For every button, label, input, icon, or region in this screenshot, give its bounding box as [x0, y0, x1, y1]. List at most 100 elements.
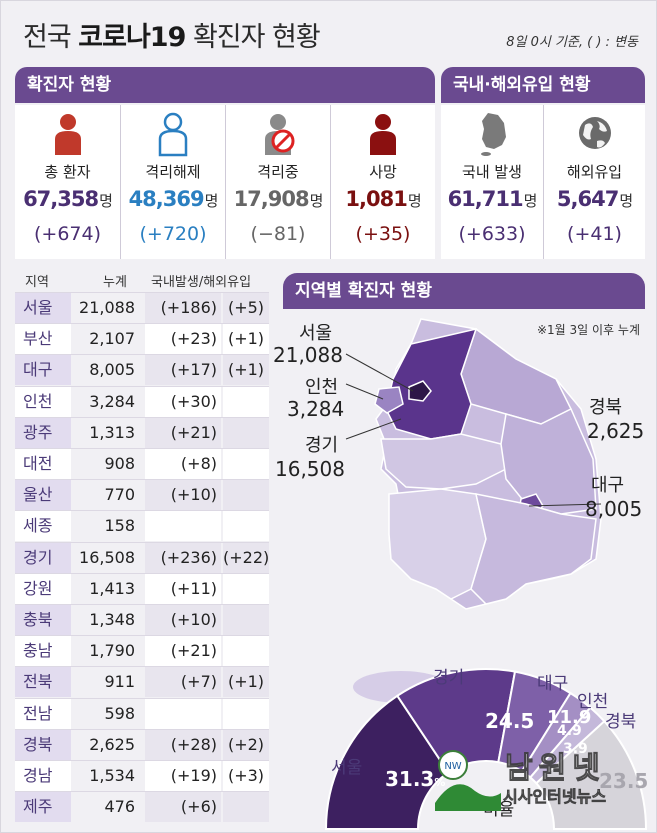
cell-region: 서울 [15, 293, 71, 323]
table-row: 경기 16,508 (+236) (+22) [15, 541, 269, 573]
ratio-label-gyeongbuk: 경북 [605, 712, 637, 732]
cell-overseas: (+1) [223, 355, 269, 386]
table-row: 전북 911 (+7) (+1) [15, 666, 269, 698]
cell-domestic: (+7) [145, 667, 221, 698]
table-row: 전남 598 [15, 697, 269, 729]
cell-total: 1,534 [89, 766, 135, 785]
cell-total: 908 [104, 454, 135, 473]
cell-total: 158 [104, 516, 135, 536]
cell-overseas: (+22) [223, 542, 269, 573]
watermark-main: 남원넷 [505, 751, 606, 787]
stat-unit: 명 [619, 192, 633, 210]
stat-value: 5,647 [556, 187, 619, 211]
ratio-label-daegu: 대구 [537, 674, 569, 694]
region-jeolla [388, 488, 487, 600]
cell-total: 2,625 [89, 734, 135, 754]
quarantine-icon [260, 111, 296, 157]
cell-domestic: (+23) [145, 324, 221, 355]
cell-region: 광주 [15, 417, 71, 448]
stat-label: 총 환자 [44, 163, 91, 181]
table-row: 경북 2,625 (+28) (+2) [15, 728, 269, 760]
stat-change: (+35) [355, 223, 411, 245]
table-row: 부산 2,107 (+23) (+1) [15, 323, 269, 355]
cell-region: 전북 [15, 667, 71, 698]
region-seoul [408, 380, 432, 402]
leader-daegu [528, 503, 602, 507]
cell-total: 770 [104, 485, 135, 505]
stat-label: 격리중 [257, 163, 299, 181]
stat-change: (−81) [250, 223, 306, 245]
cell-overseas [223, 511, 269, 542]
cell-region: 충북 [15, 605, 71, 635]
table-row: 대구 8,005 (+17) (+1) [15, 354, 269, 386]
page-title: 전국 코로나19 확진자 현황 [23, 15, 321, 54]
cell-region: 경북 [15, 729, 71, 760]
stat-value: 48,369 [128, 187, 205, 211]
map-label-gyeonggi-name: 경기 [305, 435, 339, 456]
person-dark-icon [365, 111, 401, 157]
cell-overseas [223, 605, 269, 635]
ratio-value-seoul: 31.3% [385, 767, 445, 791]
cell-total: 3,284 [89, 391, 135, 411]
map-label-gyeonggi-value: 16,508 [275, 457, 345, 481]
cell-domestic [145, 511, 221, 542]
table-row: 서울 21,088 (+186) (+5) [15, 292, 269, 323]
col-total: 누계 [103, 275, 127, 290]
stat-value-line: 1,081명 [331, 187, 435, 211]
stat-0: 국내 발생 61,711명 (+633) [441, 105, 543, 259]
ratio-value-rest: 23.5 [599, 769, 649, 793]
stat-value: 61,711 [447, 187, 524, 211]
stat-label: 국내 발생 [462, 163, 522, 181]
leader-incheon [345, 383, 384, 400]
person-outline-icon [155, 111, 191, 157]
stat-unit: 명 [407, 192, 422, 210]
cell-domestic: (+10) [145, 480, 221, 511]
stat-label: 사망 [369, 163, 397, 181]
cell-overseas: (+1) [223, 667, 269, 698]
map-label-gyeongbuk-value: 2,625 [587, 419, 645, 443]
region-gyeongnam [470, 493, 597, 605]
cell-overseas [223, 386, 269, 417]
watermark-sub: 시사인터넷뉴스 [503, 787, 607, 807]
table-row: 세종 158 [15, 510, 269, 542]
cell-overseas [223, 480, 269, 511]
stat-value: 67,358 [23, 187, 99, 211]
cell-overseas: (+1) [223, 324, 269, 355]
col-region: 지역 [25, 275, 49, 290]
cell-overseas [223, 449, 269, 479]
stat-value-line: 61,711명 [441, 187, 543, 211]
cell-region: 충남 [15, 636, 71, 667]
cell-total: 8,005 [89, 360, 135, 380]
person-icon [50, 111, 86, 157]
cell-region: 대전 [15, 449, 71, 479]
stat-value-line: 17,908명 [226, 187, 330, 211]
region-map-header: 지역별 확진자 현황 [283, 273, 645, 309]
cell-overseas [223, 636, 269, 667]
cell-domestic: (+11) [145, 573, 221, 604]
ratio-slice-5 [534, 719, 648, 830]
stat-3: 사망 1,081명 (+35) [330, 105, 435, 259]
confirmed-stats: 총 환자 67,358명 (+674) 격리해제 48,369명 (+720) 격리중 17,… [15, 105, 435, 259]
origin-stats: 국내 발생 61,711명 (+633) 해외유입 5,647명 (+41) [441, 105, 645, 259]
korea-map-icon [474, 111, 510, 157]
stat-1: 해외유입 5,647명 (+41) [543, 105, 645, 259]
stat-change: (+674) [33, 223, 101, 245]
stat-unit: 명 [204, 192, 219, 210]
cell-overseas: (+3) [223, 761, 269, 791]
map-label-daegu-value: 8,005 [585, 497, 643, 521]
cell-overseas [223, 417, 269, 448]
stat-unit: 명 [99, 192, 113, 210]
cell-region: 강원 [15, 573, 71, 604]
cell-total: 21,088 [79, 298, 135, 317]
col-split: 국내발생/해외유입 [151, 275, 252, 290]
title-prefix: 전국 [23, 22, 79, 53]
cell-total: 16,508 [79, 547, 135, 567]
cell-region: 인천 [15, 386, 71, 417]
ratio-value-seoul-number: 31.3 [385, 767, 435, 791]
cell-total: 598 [104, 703, 135, 723]
stat-value-line: 67,358명 [15, 187, 120, 211]
stat-value-line: 48,369명 [121, 187, 225, 211]
cell-region: 세종 [15, 511, 71, 542]
cell-domestic: (+19) [145, 761, 221, 791]
watermark-badge: NW [444, 761, 461, 772]
